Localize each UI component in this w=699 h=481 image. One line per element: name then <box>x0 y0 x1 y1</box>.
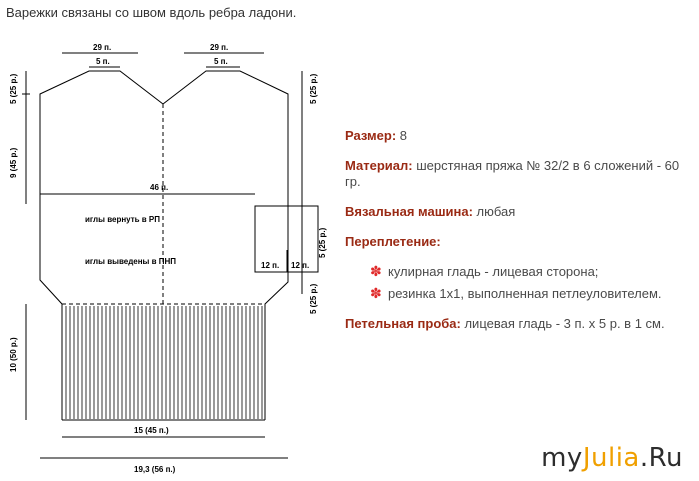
label-middle-width: 46 п. <box>150 183 168 192</box>
weave-item-text: кулирная гладь - лицевая сторона; <box>388 264 599 279</box>
cuff-ribbing <box>65 306 263 419</box>
material-value: шерстяная пряжа № 32/2 в 6 сложений - 60… <box>345 158 680 189</box>
label-top-right-inner: 5 п. <box>214 57 228 66</box>
label-top-right-width: 29 п. <box>210 43 228 52</box>
label-right-top-height: 5 (25 р.) <box>309 73 318 104</box>
label-needles-out: иглы выведены в ПНП <box>85 257 176 266</box>
size-label: Размер: <box>345 128 397 143</box>
weave-label: Переплетение: <box>345 234 441 249</box>
logo-part-my: my <box>541 443 583 473</box>
label-left-mid-height: 9 (45 р.) <box>9 147 18 178</box>
machine-label: Вязальная машина: <box>345 204 473 219</box>
label-thumb-left: 12 п. <box>261 261 279 270</box>
myjulia-logo: myJulia.Ru <box>541 443 683 473</box>
gauge-label: Петельная проба: <box>345 316 461 331</box>
label-left-top-height: 5 (25 р.) <box>9 73 18 104</box>
red-flower-icon: ✽ <box>370 285 382 301</box>
machine-value: любая <box>472 204 516 219</box>
label-cuff-height: 10 (50 р.) <box>9 337 18 372</box>
weave-item: ✽ кулирная гладь - лицевая сторона; <box>370 263 690 280</box>
label-needles-return: иглы вернуть в РП <box>85 215 160 224</box>
weave-item: ✽ резинка 1х1, выполненная петлеуловителе… <box>370 285 690 302</box>
logo-part-julia: Julia <box>582 443 640 473</box>
gauge-value: лицевая гладь - 3 п. х 5 р. в 1 см. <box>460 316 665 331</box>
material-label: Материал: <box>345 158 413 173</box>
label-cuff-width: 15 (45 п.) <box>134 426 169 435</box>
intro-text: Варежки связаны со швом вдоль ребра ладо… <box>6 5 297 20</box>
weave-item-text: резинка 1х1, выполненная петлеуловителем… <box>388 286 662 301</box>
label-top-left-width: 29 п. <box>93 43 111 52</box>
material-row: Материал: шерстяная пряжа № 32/2 в 6 сло… <box>345 158 690 190</box>
red-flower-icon: ✽ <box>370 263 382 279</box>
label-base-width: 19,3 (56 п.) <box>134 465 176 474</box>
label-right-gusset-height: 5 (25 р.) <box>309 283 318 314</box>
pattern-info: Размер: 8 Материал: шерстяная пряжа № 32… <box>345 128 690 346</box>
mitten-outline <box>22 52 319 459</box>
label-right-thumb-height: 5 (25 р.) <box>318 227 327 258</box>
gauge-row: Петельная проба: лицевая гладь - 3 п. х … <box>345 316 690 332</box>
machine-row: Вязальная машина: любая <box>345 204 690 220</box>
size-value: 8 <box>396 128 407 143</box>
label-thumb-right: 12 п. <box>291 261 309 270</box>
weave-row: Переплетение: <box>345 234 690 250</box>
size-row: Размер: 8 <box>345 128 690 144</box>
weave-list: ✽ кулирная гладь - лицевая сторона; ✽ рези… <box>345 263 690 302</box>
label-top-left-inner: 5 п. <box>96 57 110 66</box>
logo-part-ru: .Ru <box>639 443 683 473</box>
mitten-pattern-diagram: 29 п. 5 п. 29 п. 5 п. 46 п. иглы вернуть… <box>9 43 327 474</box>
